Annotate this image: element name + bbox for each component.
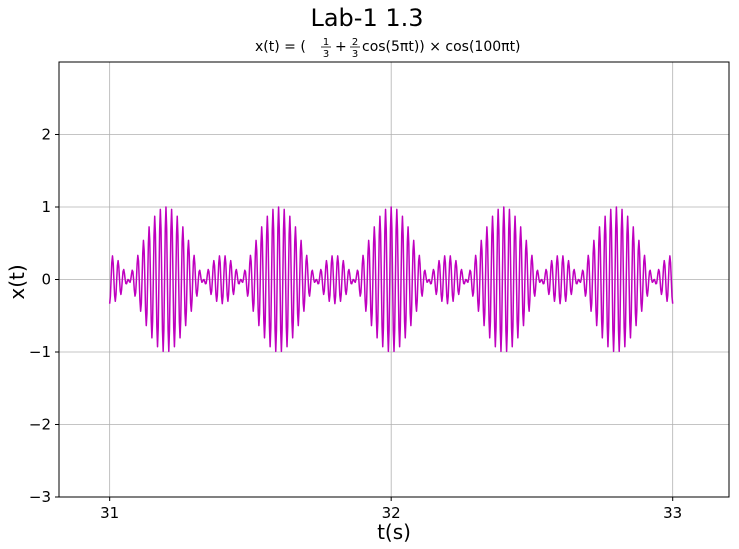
plot-frame (58, 61, 730, 498)
subtitle-lhs: x(t) = ( (255, 39, 306, 55)
x-axis-label: t(s) (377, 520, 411, 544)
y-tick-label: 1 (41, 198, 51, 216)
series-line (108, 206, 674, 353)
x-tick-label: 32 (382, 504, 401, 522)
subtitle-frac2-num: 2 (352, 37, 358, 48)
y-tick-label: −2 (29, 416, 51, 434)
axes: 31 32 33 −3 −2 −1 0 1 2 (29, 61, 730, 522)
subtitle-plus: + (335, 39, 347, 55)
chart-subtitle: x(t) = ( 1 3 + 2 3 cos(5πt)) × cos(100πt… (255, 37, 521, 60)
y-tick-label: −3 (29, 488, 51, 506)
x-tick-label: 31 (100, 504, 119, 522)
subtitle-frac2-den: 3 (352, 49, 358, 60)
y-tick-label: 0 (41, 271, 51, 289)
plot-area (108, 206, 674, 353)
chart-title: Lab-1 1.3 (310, 4, 423, 32)
subtitle-rest: cos(5πt)) × cos(100πt) (362, 39, 521, 55)
y-tick-label: −1 (29, 343, 51, 361)
x-tick-label: 33 (663, 504, 682, 522)
subtitle-frac1-num: 1 (323, 37, 329, 48)
subtitle-frac1-den: 3 (323, 49, 329, 60)
y-axis-label: x(t) (5, 264, 29, 299)
y-tick-label: 2 (41, 126, 51, 144)
